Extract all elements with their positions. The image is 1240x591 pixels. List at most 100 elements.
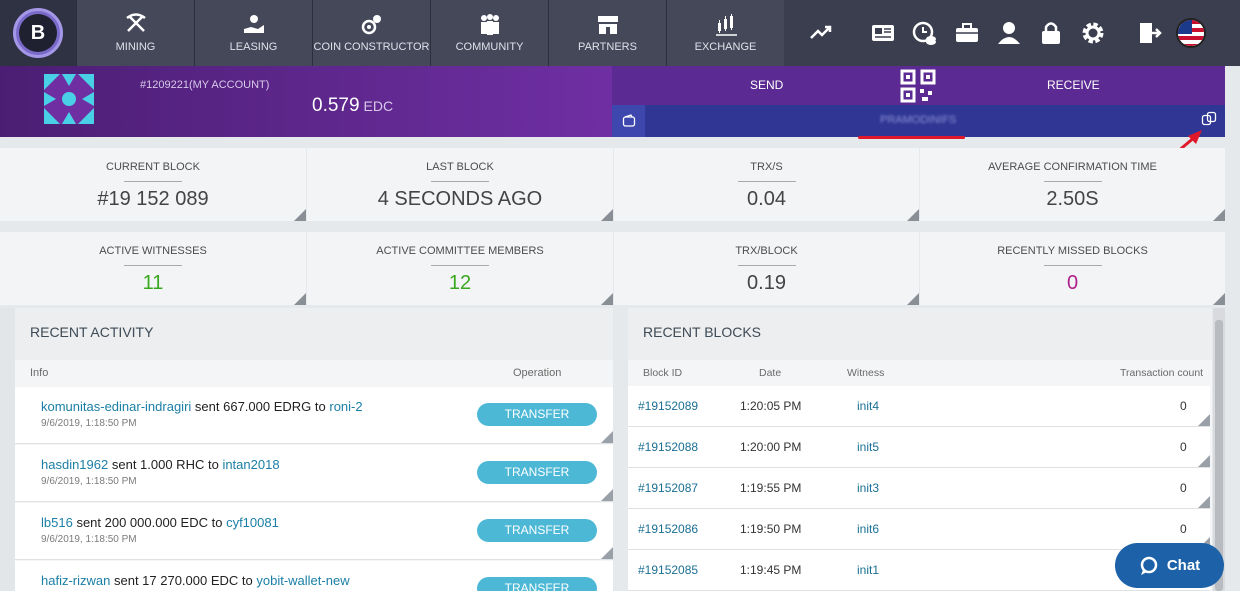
witness-link[interactable]: init6 [857,522,880,536]
logout-icon[interactable] [1128,0,1170,66]
block-date: 1:20:05 PM [740,399,802,413]
scrollbar-thumb[interactable] [1215,320,1223,591]
trend-icon[interactable] [800,0,842,66]
receive-button[interactable]: RECEIVE [1047,78,1100,92]
briefcase-icon[interactable] [946,0,988,66]
block-row: #19152086 1:19:50 PM init6 0 [628,509,1210,550]
user-icon[interactable] [988,0,1030,66]
recipient-link[interactable]: yobit-wallet-new [256,573,350,588]
nav-partners[interactable]: PARTNERS [548,0,666,66]
transaction-count: 0 [1180,481,1187,495]
recipient-link[interactable]: intan2018 [222,457,280,472]
nav-community[interactable]: COMMUNITY [430,0,548,66]
nav-mining-label: MINING [115,41,156,53]
stat-value: 0 [1066,272,1079,294]
block-id-link[interactable]: #19152088 [638,440,699,454]
transaction-count: 0 [1180,399,1187,413]
block-id-link[interactable]: #19152089 [638,399,699,413]
stat-avg-confirmation: AVERAGE CONFIRMATION TIME 2.50S [920,148,1225,221]
lock-icon[interactable] [1030,0,1072,66]
nav-leasing[interactable]: LEASING [194,0,312,66]
nav-community-label: COMMUNITY [455,41,524,53]
copy-icon[interactable] [1201,111,1217,127]
block-date: 1:20:00 PM [740,440,802,454]
candles-icon [715,14,737,36]
activity-action: sent 1.000 RHC to [111,457,219,472]
nav-exchange[interactable]: EXCHANGE [666,0,784,66]
chat-label: Chat [1166,557,1201,574]
pickaxe-icon [125,13,146,32]
avatar[interactable] [44,74,94,124]
col-transaction-count: Transaction count [1120,367,1204,379]
nav-coin-constructor[interactable]: COIN CONSTRUCTOR [312,0,430,66]
transfer-button[interactable]: TRANSFER [477,519,597,542]
sender-link[interactable]: hasdin1962 [41,457,109,472]
block-row: #19152087 1:19:55 PM init3 0 [628,468,1210,509]
activity-row: lb516 sent 200 000.000 EDC to cyf10081 9… [15,503,613,560]
gear-icon[interactable] [1072,0,1114,66]
activity-action: sent 17 270.000 EDC to [113,573,253,588]
stat-label: CURRENT BLOCK [106,161,200,173]
block-row: #19152088 1:20:00 PM init5 0 [628,427,1210,468]
block-id-link[interactable]: #19152087 [638,481,699,495]
stat-missed-blocks: RECENTLY MISSED BLOCKS 0 [920,232,1225,305]
send-button[interactable]: SEND [750,78,784,92]
chat-button[interactable]: Chat [1115,543,1224,588]
col-block-id: Block ID [643,367,683,379]
chat-bubble-icon [1140,556,1158,575]
block-date: 1:19:55 PM [740,481,802,495]
block-id-link[interactable]: #19152085 [638,563,699,577]
witness-link[interactable]: init4 [857,399,880,413]
news-icon[interactable] [862,0,904,66]
witness-link[interactable]: init5 [857,440,880,454]
recipient-link[interactable]: roni-2 [329,399,363,414]
transfer-button[interactable]: TRANSFER [477,577,597,591]
col-witness: Witness [847,367,885,379]
recipient-link[interactable]: cyf10081 [226,515,279,530]
activity-timestamp: 9/6/2019, 1:18:50 PM [41,534,137,545]
col-info: Info [30,367,49,379]
send-receive-panel: SEND RECEIVE PRAMODINIFS [612,66,1225,137]
stat-value: 0.04 [747,188,786,210]
wallet-address[interactable]: PRAMODINIFS [880,114,957,126]
witness-link[interactable]: init3 [857,481,880,495]
left-strip [0,308,15,591]
qr-code-icon[interactable] [900,69,936,103]
activity-timestamp: 9/6/2019, 1:18:50 PM [41,418,137,429]
account-id: #1209221(MY ACCOUNT) [140,79,270,91]
block-date: 1:19:45 PM [740,563,802,577]
us-flag-icon[interactable] [1170,0,1212,66]
activity-action: sent 667.000 EDRG to [194,399,326,414]
clock-coins-icon[interactable] [904,0,946,66]
activity-column-headers: Info Operation [15,360,613,387]
stat-value: #19 152 089 [97,188,209,210]
stat-label: LAST BLOCK [426,161,494,173]
stat-label: TRX/BLOCK [735,245,798,257]
transfer-button[interactable]: TRANSFER [477,461,597,484]
people-icon [480,14,499,35]
recent-blocks-title: RECENT BLOCKS [628,308,1212,360]
store-icon [597,16,618,34]
stat-trx-per-second: TRX/S 0.04 [614,148,919,221]
wallet-icon[interactable] [612,105,645,137]
logo[interactable]: B [0,0,76,66]
nav-partners-label: PARTNERS [578,41,637,53]
sender-link[interactable]: komunitas-edinar-indragiri [41,399,192,414]
nav-mining[interactable]: MINING [76,0,194,66]
stat-value: 12 [448,272,472,294]
address-bar: PRAMODINIFS [612,105,1225,137]
transfer-button[interactable]: TRANSFER [477,403,597,426]
stat-value: 4 SECONDS AGO [377,188,543,210]
stat-label: TRX/S [750,161,783,173]
activity-row: hafiz-rizwan sent 17 270.000 EDC to yobi… [15,561,613,591]
recent-activity-panel: RECENT ACTIVITY Info Operation komunitas… [15,308,613,591]
stat-value: 0.19 [747,272,786,294]
witness-link[interactable]: init1 [857,563,880,577]
scrollbar[interactable] [1213,308,1225,591]
sender-link[interactable]: hafiz-rizwan [41,573,111,588]
sender-link[interactable]: lb516 [41,515,73,530]
block-id-link[interactable]: #19152086 [638,522,699,536]
activity-row: hasdin1962 sent 1.000 RHC to intan2018 9… [15,445,613,502]
stat-trx-per-block: TRX/BLOCK 0.19 [614,232,919,305]
account-balance: 0.579 EDC [312,95,394,116]
